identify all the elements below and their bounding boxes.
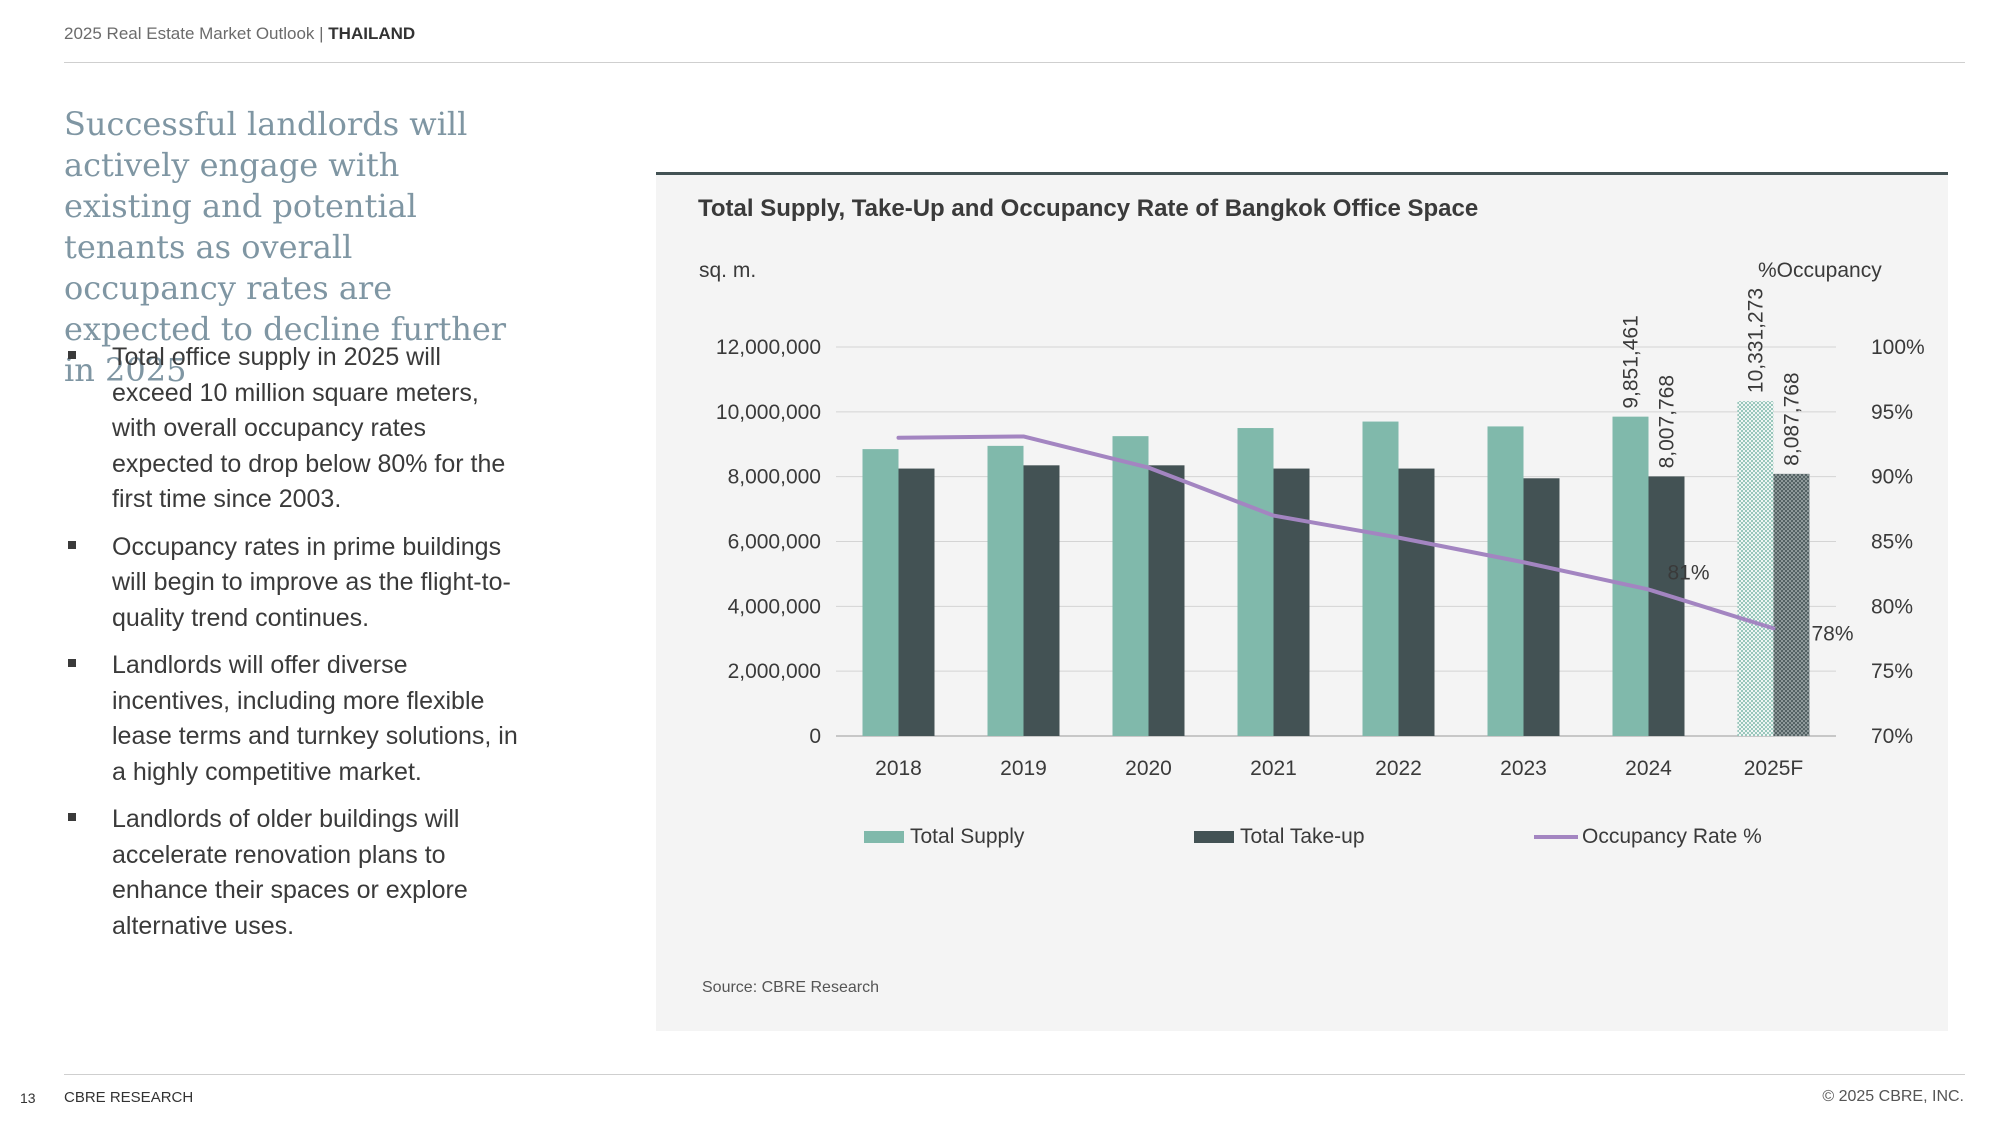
bar-total-supply	[1237, 428, 1274, 736]
x-tick-label: 2021	[1250, 757, 1297, 780]
bullet-list: Total office supply in 2025 will exceed …	[64, 340, 524, 956]
bullet-marker-icon	[68, 659, 76, 667]
bullet-text: Landlords of older buildings will accele…	[112, 805, 468, 940]
bar-total-supply	[1612, 416, 1649, 736]
bar-total-supply	[1112, 436, 1149, 736]
bar-total-supply	[1487, 426, 1524, 736]
chart-plot: 0 2,000,000 4,000,000 6,000,000 8,000,000 10,…	[716, 288, 1925, 780]
y2-tick-label: 95%	[1871, 401, 1913, 424]
report-header: 2025 Real Estate Market Outlook | THAILA…	[64, 24, 415, 44]
y2-tick-label: 70%	[1871, 725, 1913, 748]
y-tick-label: 10,000,000	[716, 401, 821, 424]
legend-total-supply: Total Supply	[864, 825, 1024, 849]
y-tick-label: 12,000,000	[716, 336, 821, 359]
y2-tick-label: 100%	[1871, 336, 1925, 359]
x-tick-label: 2020	[1125, 757, 1172, 780]
bullet-text: Total office supply in 2025 will exceed …	[112, 343, 506, 513]
x-tick-label: 2025F	[1744, 757, 1804, 780]
x-tick-label: 2023	[1500, 757, 1547, 780]
y-tick-label: 6,000,000	[728, 531, 821, 554]
header-divider	[64, 62, 1965, 63]
y2-tick-label: 90%	[1871, 466, 1913, 489]
chart-panel: Total Supply, Take-Up and Occupancy Rate…	[656, 172, 1948, 1031]
bullet-item: Landlords of older buildings will accele…	[64, 802, 524, 944]
legend-swatch-supply	[864, 831, 904, 843]
y-axis-label-right: %Occupancy	[1758, 259, 1882, 282]
y-tick-label: 4,000,000	[728, 595, 821, 618]
legend-label-supply: Total Supply	[910, 825, 1025, 848]
legend-swatch-occupancy	[1534, 835, 1578, 839]
report-title: 2025 Real Estate Market Outlook |	[64, 24, 324, 43]
x-tick-label: 2018	[875, 757, 922, 780]
bullet-text: Occupancy rates in prime buildings will …	[112, 532, 511, 632]
bar-total-takeup	[1023, 465, 1060, 736]
x-tick-label: 2019	[1000, 757, 1047, 780]
bar-total-takeup	[898, 468, 935, 736]
page-headline: Successful landlords will actively engag…	[64, 105, 507, 389]
data-label-occupancy: 78%	[1812, 622, 1854, 645]
bar-total-takeup	[1273, 468, 1310, 736]
bar-total-takeup	[1773, 473, 1810, 736]
bar-total-supply	[862, 449, 899, 736]
footer-divider	[64, 1074, 1965, 1075]
data-label-takeup: 8,007,768	[1656, 375, 1679, 468]
bar-total-supply	[987, 445, 1024, 736]
bar-total-takeup	[1398, 468, 1435, 736]
chart-source: Source: CBRE Research	[702, 979, 879, 996]
bullet-text: Landlords will offer diverse incentives,…	[112, 651, 518, 786]
bar-total-supply	[1362, 421, 1399, 736]
bar-total-takeup	[1523, 478, 1560, 736]
y-tick-label: 2,000,000	[728, 660, 821, 683]
bar-total-takeup	[1648, 476, 1685, 736]
legend-label-takeup: Total Take-up	[1240, 825, 1365, 848]
bullet-marker-icon	[68, 540, 76, 549]
bullet-marker-icon	[68, 351, 76, 359]
chart-title: Total Supply, Take-Up and Occupancy Rate…	[698, 195, 1479, 222]
legend-occupancy-rate: Occupancy Rate %	[1534, 825, 1762, 849]
footer-brand: CBRE RESEARCH	[64, 1089, 194, 1106]
bullet-marker-icon	[68, 813, 76, 821]
y2-tick-label: 75%	[1871, 660, 1913, 683]
y2-tick-label: 85%	[1871, 531, 1913, 554]
occupancy-rate-line	[896, 434, 1776, 631]
y-tick-label: 0	[809, 725, 821, 748]
footer-copyright: © 2025 CBRE, INC.	[1822, 1088, 1964, 1105]
report-country: THAILAND	[328, 24, 416, 43]
bar-total-takeup	[1148, 465, 1185, 736]
data-label-takeup: 8,087,768	[1781, 372, 1804, 465]
x-tick-label: 2024	[1625, 757, 1672, 780]
legend-swatch-takeup	[1194, 831, 1234, 843]
data-label-occupancy: 81%	[1667, 561, 1709, 584]
bar-total-supply	[1737, 401, 1774, 736]
y-axis-label-left: sq. m.	[699, 259, 757, 282]
y-tick-label: 8,000,000	[728, 466, 821, 489]
y2-tick-label: 80%	[1871, 595, 1913, 618]
x-tick-label: 2022	[1375, 757, 1422, 780]
bullet-item: Total office supply in 2025 will exceed …	[64, 340, 524, 518]
bullet-item: Landlords will offer diverse incentives,…	[64, 648, 524, 790]
page-number: 13	[20, 1090, 36, 1106]
legend-total-takeup: Total Take-up	[1194, 825, 1365, 849]
legend-label-occupancy: Occupancy Rate %	[1582, 825, 1762, 848]
data-label-supply: 9,851,461	[1620, 315, 1643, 408]
bullet-item: Occupancy rates in prime buildings will …	[64, 530, 524, 637]
data-label-supply: 10,331,273	[1745, 288, 1768, 393]
